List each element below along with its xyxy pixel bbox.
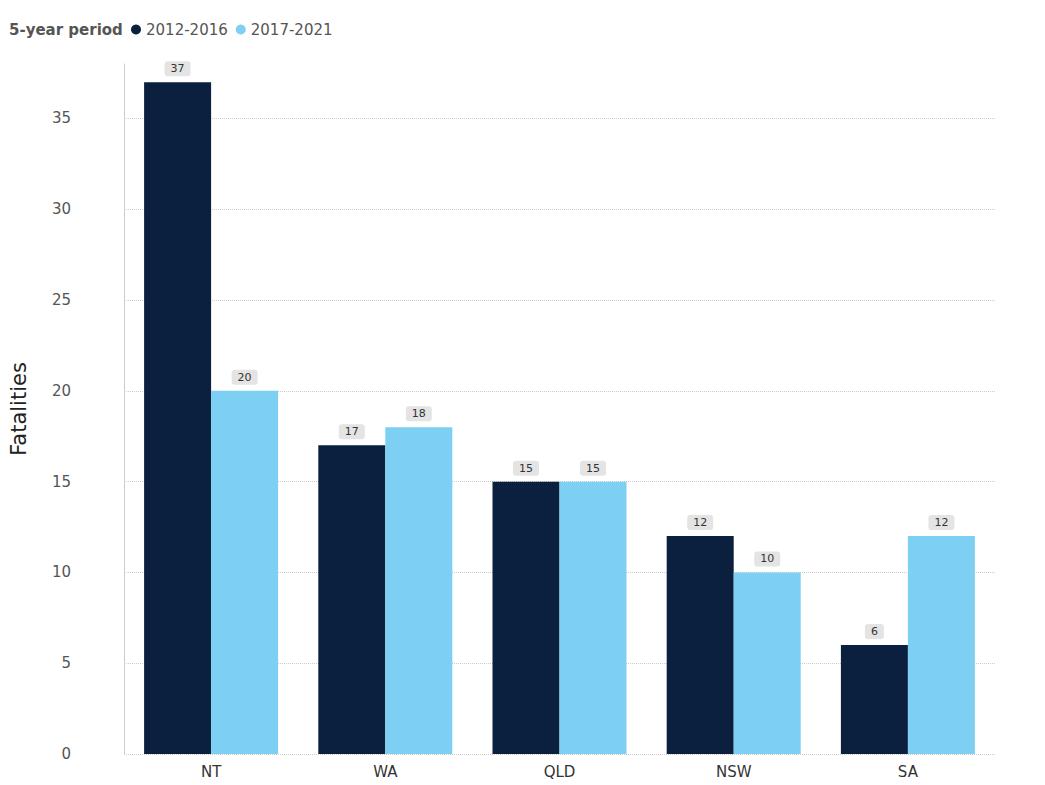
svg-text:WA: WA	[373, 763, 398, 781]
svg-text:5: 5	[61, 654, 71, 672]
svg-text:25: 25	[52, 291, 71, 309]
svg-text:15: 15	[52, 473, 71, 491]
svg-text:12: 12	[693, 516, 707, 529]
svg-text:20: 20	[52, 382, 71, 400]
svg-text:0: 0	[61, 745, 71, 763]
svg-text:NSW: NSW	[716, 763, 752, 781]
svg-text:5-year period: 5-year period	[9, 21, 123, 39]
svg-text:10: 10	[760, 552, 774, 565]
svg-text:Fatalities: Fatalities	[7, 362, 31, 456]
svg-text:SA: SA	[898, 763, 919, 781]
svg-text:20: 20	[238, 371, 252, 384]
svg-text:2017-2021: 2017-2021	[251, 21, 333, 39]
svg-text:30: 30	[52, 200, 71, 218]
svg-text:15: 15	[519, 462, 533, 475]
svg-text:6: 6	[871, 625, 878, 638]
svg-text:10: 10	[52, 563, 71, 581]
svg-text:2012-2016: 2012-2016	[146, 21, 228, 39]
svg-text:NT: NT	[201, 763, 222, 781]
svg-text:QLD: QLD	[544, 763, 576, 781]
svg-text:18: 18	[412, 407, 426, 420]
svg-text:37: 37	[171, 62, 185, 75]
svg-text:35: 35	[52, 109, 71, 127]
svg-text:12: 12	[934, 516, 948, 529]
svg-text:17: 17	[345, 425, 359, 438]
svg-text:15: 15	[586, 462, 600, 475]
